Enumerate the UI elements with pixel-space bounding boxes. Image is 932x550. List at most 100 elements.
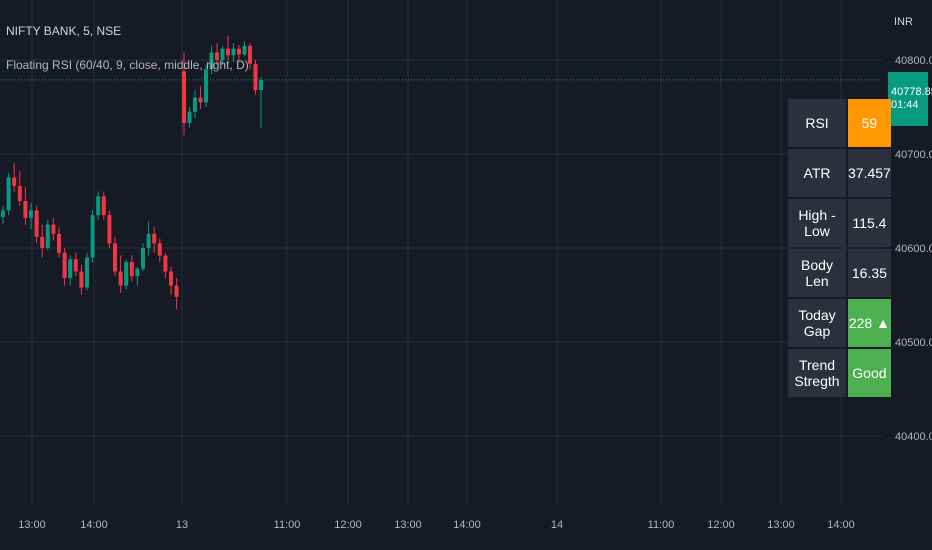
time-tick-label: 13 <box>176 519 188 531</box>
candle <box>68 255 73 286</box>
candle-body <box>1 210 5 217</box>
candle-body <box>62 252 67 279</box>
candle-body <box>90 215 95 258</box>
price-tick-label: 40800.00 <box>895 55 932 67</box>
candle <box>40 224 45 258</box>
candle <box>73 252 78 277</box>
candle <box>79 264 84 295</box>
candle <box>141 243 145 272</box>
candle-body <box>193 97 197 112</box>
time-tick-label: 11:00 <box>274 519 301 531</box>
candle-body <box>259 79 263 91</box>
candle-body <box>209 52 214 70</box>
info-label: ATR <box>788 149 846 197</box>
time-tick-label: 11:00 <box>648 519 675 531</box>
candle <box>259 76 263 128</box>
info-table: RSI 59 ATR 37.457 High - Low 115.4 Body Len 16.… <box>786 97 893 399</box>
time-tick-label: 13:00 <box>767 519 795 531</box>
time-tick-label: 14:00 <box>827 519 855 531</box>
time-axis-ticks: 13:00 14:00 13 11:00 12:00 13:00 14:00 14 11:00 1… <box>18 519 855 531</box>
candle-body <box>124 262 129 286</box>
candle <box>237 44 241 60</box>
time-tick-label: 12:00 <box>707 519 735 531</box>
candle-body <box>57 233 61 253</box>
candle-body <box>242 45 247 55</box>
candle-body <box>96 196 101 216</box>
candle <box>220 45 225 65</box>
price-tick-label: 40400.00 <box>895 431 932 443</box>
info-row: Body Len 16.35 <box>788 249 891 297</box>
candle-body <box>169 271 173 286</box>
info-value: 59 <box>848 99 891 147</box>
candle-body <box>248 45 252 64</box>
price-tick-label: 40600.00 <box>895 243 932 255</box>
candle <box>169 266 173 295</box>
price-tick-label: 40500.00 <box>895 337 932 349</box>
candle <box>113 236 117 277</box>
candle <box>242 41 247 57</box>
info-row: Today Gap 228 ▲ <box>788 299 891 347</box>
info-value: 115.4 <box>848 199 891 247</box>
candle <box>198 86 203 109</box>
last-price-value: 40778.85 <box>891 86 932 98</box>
price-axis-ticks: 40800.00 40700.00 40600.00 40500.00 40400.00 <box>895 55 932 443</box>
candle-body <box>29 210 33 218</box>
candle <box>23 186 28 225</box>
candle <box>253 60 258 95</box>
candle <box>17 170 22 206</box>
info-row: Trend Stregth Good <box>788 349 891 397</box>
time-tick-label: 13:00 <box>18 519 46 531</box>
time-tick-label: 13:00 <box>394 519 422 531</box>
info-row: High - Low 115.4 <box>788 199 891 247</box>
candle-body <box>17 185 22 201</box>
candle-body <box>215 52 219 60</box>
candle-body <box>146 233 151 248</box>
candle <box>118 255 123 294</box>
candle <box>248 43 252 70</box>
candle-body <box>68 259 73 279</box>
candle <box>62 248 67 286</box>
price-tick-label: 40700.00 <box>895 149 932 161</box>
candle <box>163 252 168 279</box>
candle <box>215 43 219 65</box>
currency-label[interactable]: INR <box>894 16 913 28</box>
candle <box>157 238 162 263</box>
time-tick-label: 14:00 <box>80 519 108 531</box>
candle <box>45 219 50 250</box>
candle-body <box>79 271 84 288</box>
candle <box>96 191 101 220</box>
candle-body <box>198 97 203 103</box>
candle <box>135 266 140 286</box>
candles <box>1 35 263 310</box>
candle-body <box>237 48 241 55</box>
candle <box>1 205 5 225</box>
candle <box>85 252 89 291</box>
candle-body <box>23 201 28 218</box>
info-label: Body Len <box>788 249 846 297</box>
indicator-title[interactable]: Floating RSI (60/40, 9, close, middle, r… <box>6 58 249 72</box>
symbol-title[interactable]: NIFTY BANK, 5, NSE <box>6 24 122 38</box>
info-row: ATR 37.457 <box>788 149 891 197</box>
candle-body <box>157 243 162 256</box>
candle-body <box>220 48 225 60</box>
grid <box>0 0 882 505</box>
candle-body <box>45 224 50 248</box>
candle-body <box>107 215 112 244</box>
candle-body <box>34 210 39 237</box>
candle <box>193 90 197 119</box>
info-value: 228 ▲ <box>848 299 891 347</box>
candle <box>204 64 208 107</box>
candle-body <box>101 196 106 216</box>
candle <box>90 210 95 263</box>
candle-body <box>141 248 145 269</box>
candle-body <box>182 71 186 123</box>
candle <box>129 255 134 281</box>
candle-body <box>231 48 236 56</box>
candle-body <box>226 48 230 56</box>
candle <box>124 259 129 290</box>
candle <box>51 217 56 241</box>
candle-body <box>135 268 140 277</box>
candle <box>146 221 151 256</box>
candle-body <box>40 236 45 248</box>
